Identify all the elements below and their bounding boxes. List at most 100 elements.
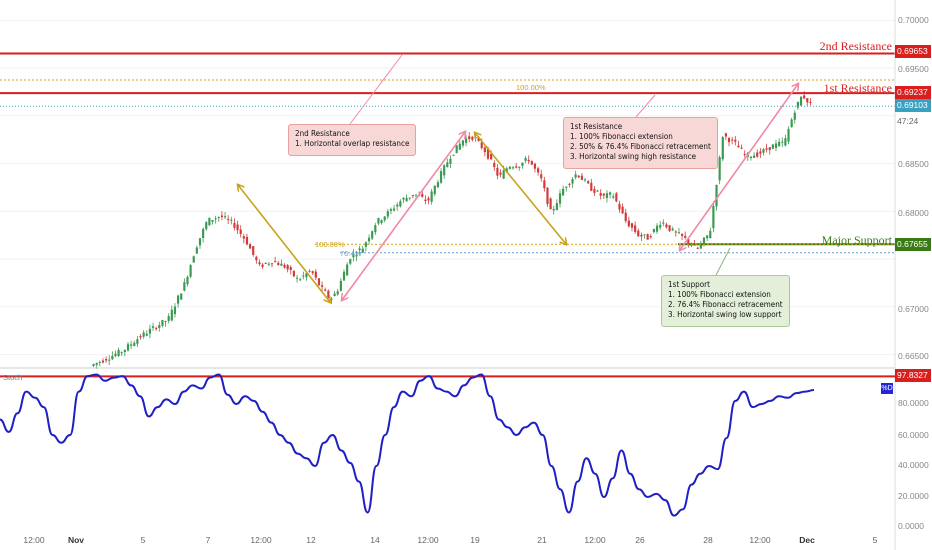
- candle-body: [195, 247, 198, 254]
- candle-body: [433, 185, 436, 195]
- candle-body: [414, 194, 418, 196]
- candle-body: [446, 162, 449, 168]
- candle-body: [640, 234, 643, 237]
- candle-body: [92, 364, 95, 366]
- candle-body: [461, 140, 465, 146]
- annotation-title: 1st Resistance: [570, 122, 623, 131]
- level-label-1st-resistance: 1st Resistance: [823, 81, 892, 95]
- candle-body: [427, 198, 430, 201]
- candle-body: [684, 235, 687, 238]
- candle-body: [756, 152, 759, 157]
- annotation-1st-support[interactable]: 1st Support 1. 100% Fibonacci extension …: [661, 275, 790, 327]
- time-tick: 12:00: [749, 535, 771, 545]
- candle-body: [662, 222, 665, 224]
- candle-body: [555, 203, 558, 210]
- price-tick: 0.70000: [898, 15, 929, 25]
- candle-body: [768, 147, 771, 151]
- candle-body: [740, 147, 743, 149]
- candle-body: [793, 112, 796, 120]
- candle-body: [474, 136, 477, 139]
- candle-body: [364, 242, 368, 247]
- price-tick: 0.69500: [898, 64, 929, 74]
- annotation-1st-resistance[interactable]: 1st Resistance 1. 100% Fibonacci extensi…: [563, 117, 718, 169]
- candle-body: [471, 136, 474, 140]
- candle-body: [496, 167, 499, 176]
- annotation-line: 3. Horizontal swing high resistance: [570, 152, 697, 161]
- candle-body: [615, 193, 618, 202]
- candle-body: [95, 362, 98, 365]
- candle-body: [677, 232, 681, 234]
- callout-line-2nd-resistance: [349, 54, 403, 125]
- candle-body: [317, 278, 321, 286]
- candle-body: [227, 218, 230, 220]
- candle-body: [543, 180, 546, 189]
- candle-body: [809, 101, 812, 103]
- candle-body: [374, 225, 377, 233]
- candle-body: [762, 149, 765, 153]
- annotation-line: 1. 100% Fibonacci extension: [570, 132, 673, 141]
- candle-body: [258, 262, 261, 265]
- candle-countdown: 47:24: [897, 116, 919, 126]
- time-tick: Nov: [67, 535, 85, 545]
- candle-body: [136, 339, 139, 344]
- candle-body: [380, 220, 383, 224]
- candle-body: [151, 326, 155, 328]
- price-tick: 0.67000: [898, 304, 929, 314]
- candle-body: [530, 160, 533, 165]
- candle-body: [223, 216, 227, 218]
- annotation-title: 1st Support: [668, 280, 710, 289]
- stoch-tick: 0.0000: [898, 521, 924, 531]
- stoch-tick: 20.0000: [898, 491, 929, 501]
- candle-body: [724, 133, 728, 137]
- candle-body: [411, 194, 414, 196]
- swing-arrow-2: [342, 132, 465, 300]
- time-tick: 12:00: [250, 535, 272, 545]
- candle-body: [449, 158, 452, 164]
- candle-body: [674, 231, 677, 233]
- candle-body: [299, 279, 302, 281]
- candle-body: [803, 95, 806, 99]
- candle-body: [292, 270, 296, 277]
- candle-body: [774, 143, 778, 148]
- candle-body: [277, 262, 280, 266]
- time-tick: 28: [703, 535, 713, 545]
- candle-body: [267, 263, 270, 265]
- candle-body: [283, 264, 286, 268]
- candle-body: [702, 237, 706, 244]
- candle-body: [781, 141, 784, 143]
- annotation-line: 3. Horizontal swing low support: [668, 310, 782, 319]
- time-tick: 5: [140, 535, 146, 545]
- candle-body: [665, 224, 668, 228]
- candle-body: [167, 316, 170, 321]
- candle-body: [120, 352, 123, 354]
- candle-body: [111, 355, 114, 360]
- annotation-2nd-resistance[interactable]: 2nd Resistance 1. Horizontal overlap res…: [288, 124, 417, 156]
- candle-body: [734, 139, 737, 142]
- candle-body: [568, 183, 571, 185]
- stoch-overbought-tag: 97.8327: [895, 369, 931, 382]
- candle-body: [392, 208, 396, 211]
- candle-body: [540, 174, 543, 179]
- stoch-tick: 40.0000: [898, 460, 929, 470]
- candle-body: [327, 290, 330, 298]
- fib-label-76: 76.4%: [340, 249, 362, 258]
- candle-body: [176, 295, 180, 304]
- time-tick: 7: [205, 535, 211, 545]
- candle-body: [233, 222, 236, 228]
- annotation-title: 2nd Resistance: [295, 129, 350, 138]
- candle-body: [183, 282, 186, 291]
- candle-body: [170, 309, 173, 321]
- candle-body: [126, 344, 130, 351]
- candle-body: [546, 187, 549, 204]
- candle-body: [752, 155, 756, 158]
- candle-body: [483, 147, 486, 153]
- candle-body: [508, 166, 512, 169]
- level-label-2nd-resistance: 2nd Resistance: [819, 39, 892, 53]
- candle-body: [239, 229, 242, 234]
- candle-body: [574, 174, 577, 178]
- price-tag-1st-resistance: 0.69237: [895, 86, 931, 99]
- candle-body: [709, 230, 712, 238]
- candle-body: [408, 197, 411, 199]
- candle-body: [264, 262, 267, 264]
